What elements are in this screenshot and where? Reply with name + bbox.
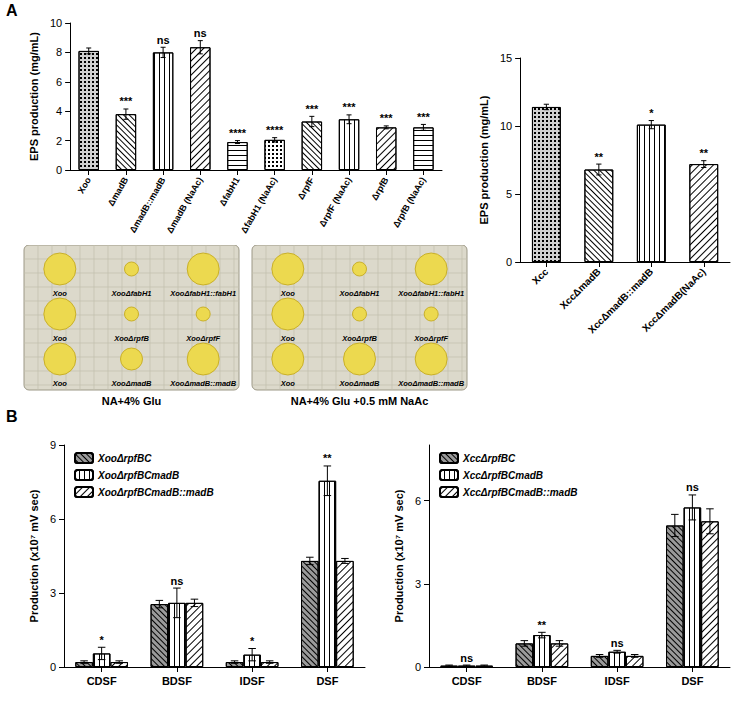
svg-text:XooΔrpfB: XooΔrpfB (113, 334, 149, 343)
svg-text:**: ** (595, 151, 604, 163)
svg-text:*: * (649, 107, 654, 119)
svg-text:XooΔrpfBCmadB::madB: XooΔrpfBCmadB::madB (97, 487, 214, 498)
svg-text:XooΔrpfBC: XooΔrpfBC (97, 453, 152, 464)
svg-text:0: 0 (56, 164, 62, 176)
svg-text:DSF: DSF (316, 675, 338, 687)
svg-text:Xoo: Xoo (280, 334, 296, 343)
svg-text:DSF: DSF (681, 675, 703, 687)
svg-text:Xoo: Xoo (280, 289, 296, 298)
svg-text:**: ** (323, 452, 332, 464)
svg-text:****: **** (229, 127, 247, 139)
svg-text:NA+4% Glu +0.5 mM NaAc: NA+4% Glu +0.5 mM NaAc (291, 395, 429, 407)
svg-text:ns: ns (460, 652, 473, 664)
svg-text:6: 6 (415, 495, 421, 507)
svg-text:XooΔmadB::madB: XooΔmadB::madB (397, 379, 464, 388)
svg-text:***: *** (119, 95, 133, 107)
svg-text:ΔrpfB: ΔrpfB (369, 175, 390, 202)
svg-text:**: ** (538, 619, 547, 631)
svg-text:ΔmadB: ΔmadB (106, 175, 131, 208)
svg-text:Production (x10⁷ mV sec): Production (x10⁷ mV sec) (393, 489, 405, 622)
svg-text:**: ** (699, 147, 708, 159)
svg-text:XooΔrpfBCmadB: XooΔrpfBCmadB (97, 470, 179, 481)
svg-text:EPS production (mg/mL): EPS production (mg/mL) (28, 32, 40, 161)
svg-text:XooΔfabH1::fabH1: XooΔfabH1::fabH1 (169, 289, 236, 298)
svg-text:15: 15 (500, 52, 512, 64)
svg-text:3: 3 (415, 578, 421, 590)
svg-text:***: *** (380, 112, 394, 124)
svg-text:ΔrpfB (NaAc): ΔrpfB (NaAc) (391, 175, 428, 229)
svg-text:XccΔmadB: XccΔmadB (558, 266, 603, 311)
svg-text:IDSF: IDSF (240, 675, 265, 687)
svg-text:ΔrpfF: ΔrpfF (296, 175, 317, 201)
svg-text:XooΔrpfF: XooΔrpfF (413, 334, 448, 343)
svg-text:****: **** (266, 124, 284, 136)
svg-text:ΔfabH1: ΔfabH1 (217, 175, 241, 207)
svg-text:0: 0 (415, 661, 421, 673)
svg-text:ns: ns (194, 27, 207, 39)
svg-text:*: * (250, 635, 255, 647)
svg-text:XooΔfabH1: XooΔfabH1 (110, 289, 151, 298)
svg-text:2: 2 (56, 135, 62, 147)
svg-text:***: *** (305, 103, 319, 115)
svg-text:Xoo: Xoo (76, 175, 93, 195)
svg-text:Xoo: Xoo (52, 289, 68, 298)
svg-text:XooΔrpfF: XooΔrpfF (185, 334, 220, 343)
svg-text:XccΔrpfBC: XccΔrpfBC (462, 453, 516, 464)
svg-text:BDSF: BDSF (162, 675, 192, 687)
svg-text:10: 10 (500, 120, 512, 132)
svg-text:ΔfabH1 (NaAc): ΔfabH1 (NaAc) (239, 175, 279, 234)
svg-text:EPS production (mg/mL): EPS production (mg/mL) (478, 95, 490, 224)
svg-text:Xoo: Xoo (280, 379, 296, 388)
svg-text:0: 0 (50, 661, 56, 673)
svg-text:0: 0 (506, 256, 512, 268)
svg-text:Production (x10⁷ mV sec): Production (x10⁷ mV sec) (28, 489, 40, 622)
html-text:A: A (6, 2, 18, 19)
svg-text:Xoo: Xoo (52, 379, 68, 388)
svg-text:XccΔrpfBCmadB: XccΔrpfBCmadB (462, 470, 543, 481)
svg-text:9: 9 (50, 439, 56, 451)
svg-text:NA+4% Glu: NA+4% Glu (102, 395, 162, 407)
svg-text:6: 6 (56, 76, 62, 88)
svg-text:ΔrpfF (NaAc): ΔrpfF (NaAc) (317, 175, 353, 228)
svg-text:ns: ns (686, 481, 699, 493)
svg-text:CDSF: CDSF (87, 675, 117, 687)
svg-text:4: 4 (56, 105, 62, 117)
svg-text:BDSF: BDSF (527, 675, 557, 687)
svg-text:XccΔrpfBCmadB::madB: XccΔrpfBCmadB::madB (462, 487, 578, 498)
svg-text:CDSF: CDSF (452, 675, 482, 687)
svg-text:Xoo: Xoo (52, 334, 68, 343)
svg-text:XooΔmadB: XooΔmadB (338, 379, 380, 388)
svg-text:IDSF: IDSF (605, 675, 630, 687)
svg-text:10: 10 (50, 17, 62, 29)
svg-text:ns: ns (157, 34, 170, 46)
svg-text:3: 3 (50, 587, 56, 599)
svg-text:ns: ns (611, 637, 624, 649)
svg-text:XooΔfabH1: XooΔfabH1 (338, 289, 379, 298)
svg-text:***: *** (343, 101, 357, 113)
svg-text:XooΔrpfB: XooΔrpfB (341, 334, 377, 343)
svg-text:XccΔmadB::madB: XccΔmadB::madB (585, 266, 656, 336)
svg-text:*: * (99, 634, 104, 646)
svg-text:6: 6 (50, 513, 56, 525)
svg-text:XooΔmadB::madB: XooΔmadB::madB (169, 379, 236, 388)
svg-text:***: *** (417, 111, 431, 123)
svg-text:XooΔfabH1::fabH1: XooΔfabH1::fabH1 (397, 289, 464, 298)
svg-text:5: 5 (506, 188, 512, 200)
svg-text:8: 8 (56, 46, 62, 58)
svg-text:XccΔmadB(NaAc): XccΔmadB(NaAc) (640, 266, 708, 334)
svg-text:XooΔmadB: XooΔmadB (110, 379, 152, 388)
svg-text:ns: ns (170, 575, 183, 587)
svg-text:Xcc: Xcc (530, 266, 551, 287)
html-text:B: B (6, 408, 18, 425)
svg-text:ΔmadB (NaAc): ΔmadB (NaAc) (165, 175, 205, 234)
svg-text:ΔmadB::madB: ΔmadB::madB (128, 175, 168, 234)
